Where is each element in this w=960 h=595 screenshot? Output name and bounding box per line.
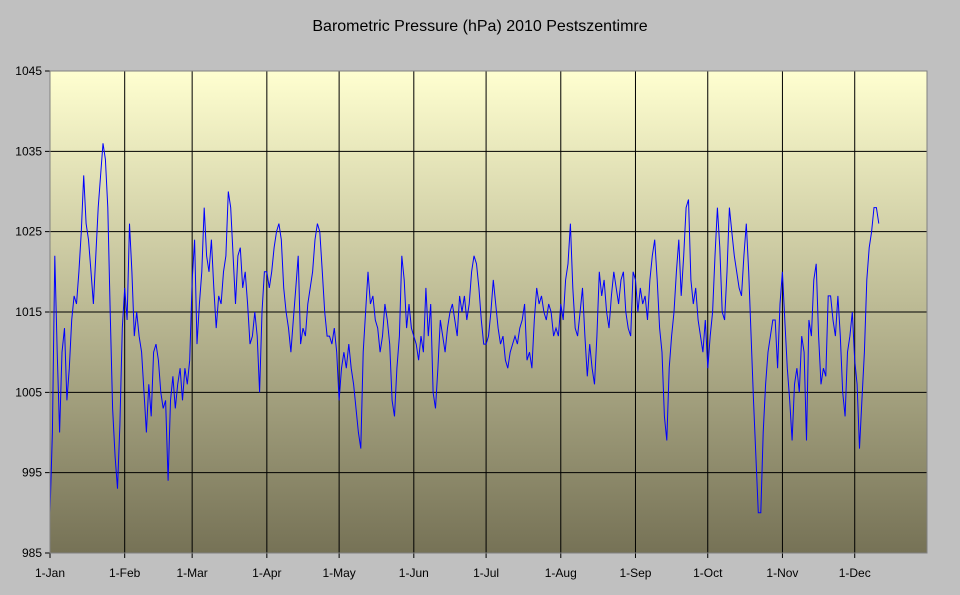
x-tick-label: 1-Jul: [473, 566, 499, 580]
x-tick-label: 1-Dec: [839, 566, 871, 580]
y-tick-label: 1035: [15, 144, 42, 158]
y-tick-label: 1025: [15, 225, 42, 239]
y-tick-label: 1015: [15, 305, 42, 319]
x-tick-label: 1-Jun: [399, 566, 429, 580]
x-tick-label: 1-Nov: [766, 566, 798, 580]
x-axis-ticks: 1-Jan 1-Feb 1-Mar 1-Apr 1-May 1-Jun 1-Jul 1-Aug…: [35, 566, 871, 580]
y-tick-label: 1005: [15, 385, 42, 399]
y-tick-label: 985: [22, 546, 42, 560]
chart-title: Barometric Pressure (hPa) 2010 Pestszent…: [312, 18, 647, 35]
y-tick-label: 995: [22, 466, 42, 480]
x-tick-label: 1-Oct: [693, 566, 723, 580]
x-tick-label: 1-Apr: [252, 566, 281, 580]
x-tick-label: 1-Sep: [619, 566, 651, 580]
x-tick-label: 1-Aug: [545, 566, 577, 580]
pressure-series-line: [49, 143, 880, 514]
x-tick-label: 1-Jan: [35, 566, 65, 580]
x-tick-label: 1-May: [322, 566, 355, 580]
x-tick-label: 1-Mar: [176, 566, 207, 580]
y-axis-ticks: 985 995 1005 1015 1025 1035 1045: [15, 64, 42, 560]
y-tick-label: 1045: [15, 64, 42, 78]
plot-border: [49, 70, 928, 554]
x-tick-label: 1-Feb: [109, 566, 141, 580]
